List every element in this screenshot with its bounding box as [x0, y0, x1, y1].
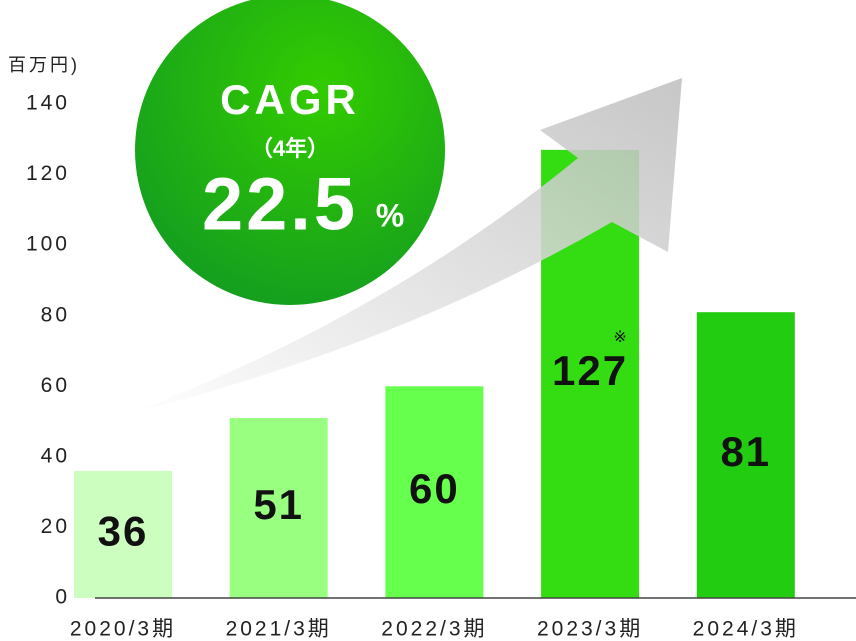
y-tick-label: 40 — [41, 444, 70, 467]
y-tick-label: 100 — [26, 233, 70, 256]
x-tick-label: 2020/3期 — [70, 618, 176, 641]
y-tick-label: 0 — [55, 586, 70, 609]
bar — [696, 312, 795, 598]
cagr-title: CAGR — [220, 76, 360, 123]
value-label: 36 — [98, 508, 149, 555]
y-tick-label: 60 — [41, 374, 70, 397]
bar — [385, 386, 484, 598]
growth-arrow — [125, 78, 682, 415]
y-tick-label: 20 — [41, 515, 70, 538]
x-tick-label: 2022/3期 — [381, 618, 487, 641]
value-label: 51 — [253, 481, 304, 528]
cagr-circle — [135, 0, 445, 305]
bar — [229, 418, 328, 598]
value-label: 60 — [409, 465, 460, 512]
y-tick-label: 80 — [41, 303, 70, 326]
x-tick-label: 2023/3期 — [537, 618, 643, 641]
bar — [74, 470, 172, 598]
cagr-unit: % — [376, 197, 404, 233]
x-tick-label: 2021/3期 — [226, 618, 332, 641]
bar-note: ※ — [613, 329, 626, 346]
x-tick-label: 2024/3期 — [693, 618, 799, 641]
cagr-value: 22.5 — [202, 163, 358, 246]
y-tick-label: 120 — [26, 162, 70, 185]
y-tick-label: 140 — [26, 92, 70, 115]
value-label: 127 — [552, 347, 628, 394]
y-axis-label: 百万円) — [8, 55, 80, 75]
cagr-period: （4年） — [251, 136, 329, 161]
value-label: 81 — [720, 428, 771, 475]
